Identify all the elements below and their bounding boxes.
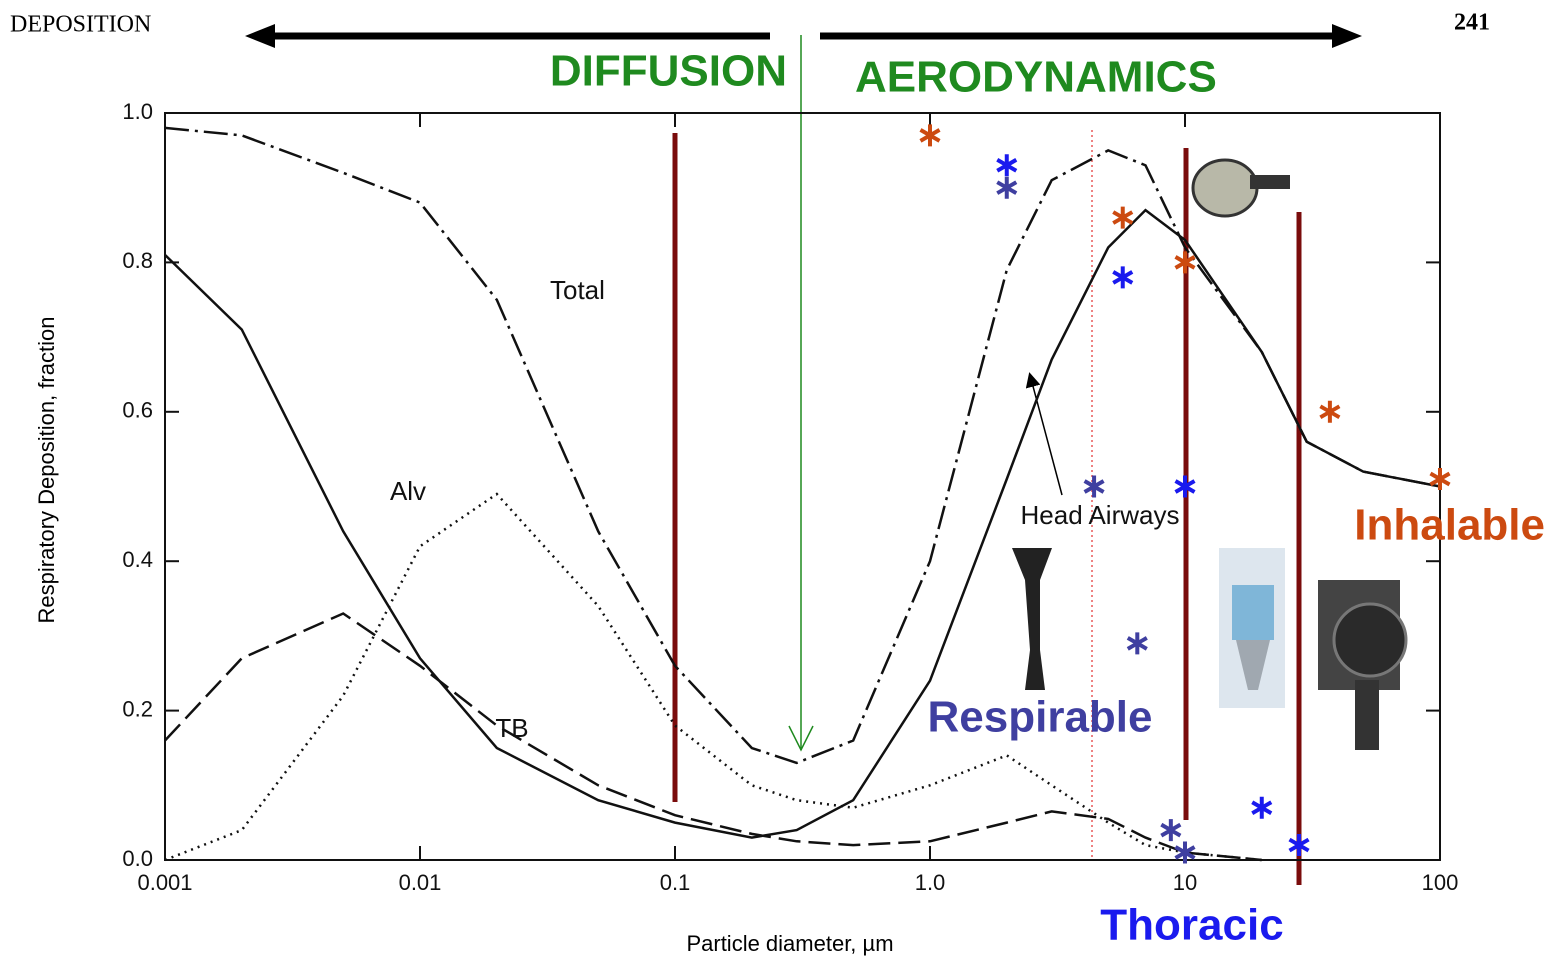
annotation-arrow [1025,372,1063,496]
star-marker [1112,266,1134,289]
series-label: TB [495,713,528,743]
curve [164,612,1262,862]
star-marker [1174,475,1196,498]
y-tick-label: 0.2 [122,696,153,721]
arrow-head [245,24,275,48]
region-label: AERODYNAMICS [855,53,1217,102]
sampler-photo [1318,580,1408,750]
series-label: Respirable [928,693,1153,742]
star-marker [1126,632,1148,655]
star-marker [1160,819,1182,842]
y-tick-label: 0.6 [122,398,153,423]
arrow-head [1332,24,1362,48]
series-label: Inhalable [1354,501,1545,550]
sampler-photo [1219,548,1285,708]
star-marker [1288,834,1310,857]
y-tick-label: 0.4 [122,547,153,572]
header-left: DEPOSITION [10,12,151,38]
series-label: Total [550,275,605,305]
boundary-arrow-head [788,725,814,752]
y-tick-label: 0.0 [122,846,153,871]
x-tick-label: 0.001 [137,870,192,895]
star-marker [1112,206,1134,229]
sampler-photo [1191,158,1290,218]
x-axis-label: Particle diameter, µm [686,931,893,956]
x-tick-label: 0.1 [660,870,691,895]
series-label: Alv [390,476,426,506]
star-marker [1319,400,1341,423]
star-marker [996,154,1018,177]
y-axis-label: Respiratory Deposition, fraction [34,317,59,624]
x-tick-label: 0.01 [399,870,442,895]
series-label: Head Airways [1021,500,1180,530]
y-tick-label: 0.8 [122,248,153,273]
star-marker [1083,475,1105,498]
star-marker [1174,251,1196,274]
curve [164,208,1441,839]
x-tick-label: 100 [1422,870,1459,895]
star-marker [1251,796,1273,819]
x-tick-label: 1.0 [915,870,946,895]
curve [164,492,1262,862]
page-number: 241 [1454,10,1490,36]
series-label: Thoracic [1100,901,1283,950]
y-tick-label: 1.0 [122,99,153,124]
sampler-photo [1012,548,1052,690]
star-marker [1429,468,1451,491]
star-marker [1174,841,1196,864]
star-marker [996,176,1018,199]
region-label: DIFFUSION [550,47,787,96]
x-tick-label: 10 [1173,870,1197,895]
star-marker [919,124,941,147]
